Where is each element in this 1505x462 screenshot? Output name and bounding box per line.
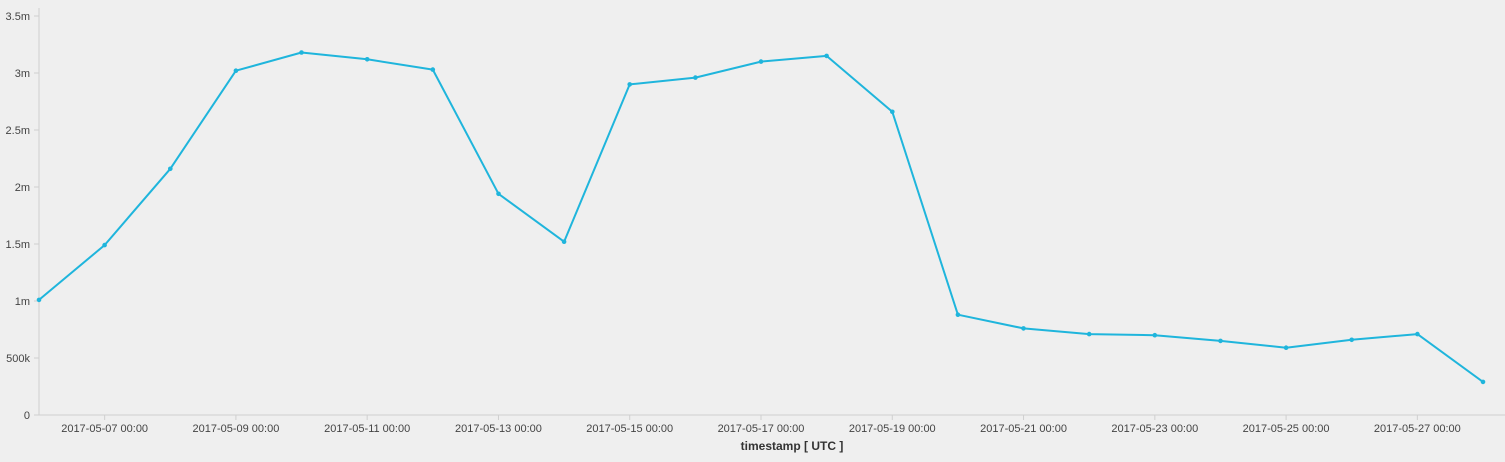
data-point[interactable] (627, 82, 632, 87)
data-point[interactable] (1218, 338, 1223, 344)
data-point[interactable] (1415, 331, 1420, 337)
data-point[interactable] (102, 242, 107, 248)
series-layer (36, 50, 1486, 385)
data-point[interactable] (955, 312, 961, 318)
y-tick-label: 500k (6, 353, 30, 365)
x-tick-label: 2017-05-19 00:00 (849, 423, 936, 435)
x-tick-label: 2017-05-21 00:00 (980, 423, 1067, 435)
data-point[interactable] (299, 50, 304, 55)
data-point[interactable] (693, 75, 698, 80)
x-tick-label: 2017-05-15 00:00 (586, 423, 673, 435)
x-tick-label: 2017-05-07 00:00 (61, 423, 148, 435)
data-point[interactable] (1152, 332, 1158, 338)
series-line (38, 51, 1484, 383)
y-tick-label: 1m (15, 296, 30, 308)
data-point[interactable] (1086, 331, 1092, 337)
chart-axes (38, 8, 1505, 416)
data-point[interactable] (1480, 379, 1486, 385)
x-tick-label: 2017-05-09 00:00 (192, 423, 279, 435)
x-axis-ticks: 2017-05-07 00:00 2017-05-09 00:00 2017-05-… (61, 415, 1461, 435)
data-point[interactable] (1349, 337, 1354, 343)
y-tick-label: 3m (15, 68, 30, 80)
data-point[interactable] (168, 166, 173, 172)
data-point[interactable] (233, 68, 239, 73)
x-tick-label: 2017-05-25 00:00 (1243, 423, 1330, 435)
data-point[interactable] (1021, 326, 1026, 331)
x-tick-label: 2017-05-11 00:00 (324, 423, 410, 435)
y-tick-label: 0 (24, 410, 30, 422)
data-point[interactable] (496, 191, 501, 197)
data-point[interactable] (430, 67, 436, 72)
data-point[interactable] (758, 59, 764, 64)
data-point[interactable] (36, 297, 42, 303)
x-tick-label: 2017-05-17 00:00 (718, 423, 805, 435)
y-axis-ticks: 0 500k 1m 1.5m 2m 2.5m 3m 3.5m (6, 11, 39, 422)
x-tick-label: 2017-05-23 00:00 (1111, 423, 1198, 435)
y-tick-label: 1.5m (6, 239, 30, 251)
y-tick-label: 3.5m (6, 11, 30, 23)
data-point[interactable] (561, 239, 567, 244)
x-tick-label: 2017-05-13 00:00 (455, 423, 542, 435)
y-tick-label: 2m (15, 182, 30, 194)
x-axis-title: timestamp [ UTC ] (741, 439, 844, 453)
data-point[interactable] (1283, 345, 1289, 351)
y-tick-label: 2.5m (6, 125, 30, 137)
data-point[interactable] (824, 53, 829, 59)
data-point[interactable] (364, 57, 370, 62)
data-point[interactable] (890, 109, 895, 115)
x-tick-label: 2017-05-27 00:00 (1374, 423, 1461, 435)
